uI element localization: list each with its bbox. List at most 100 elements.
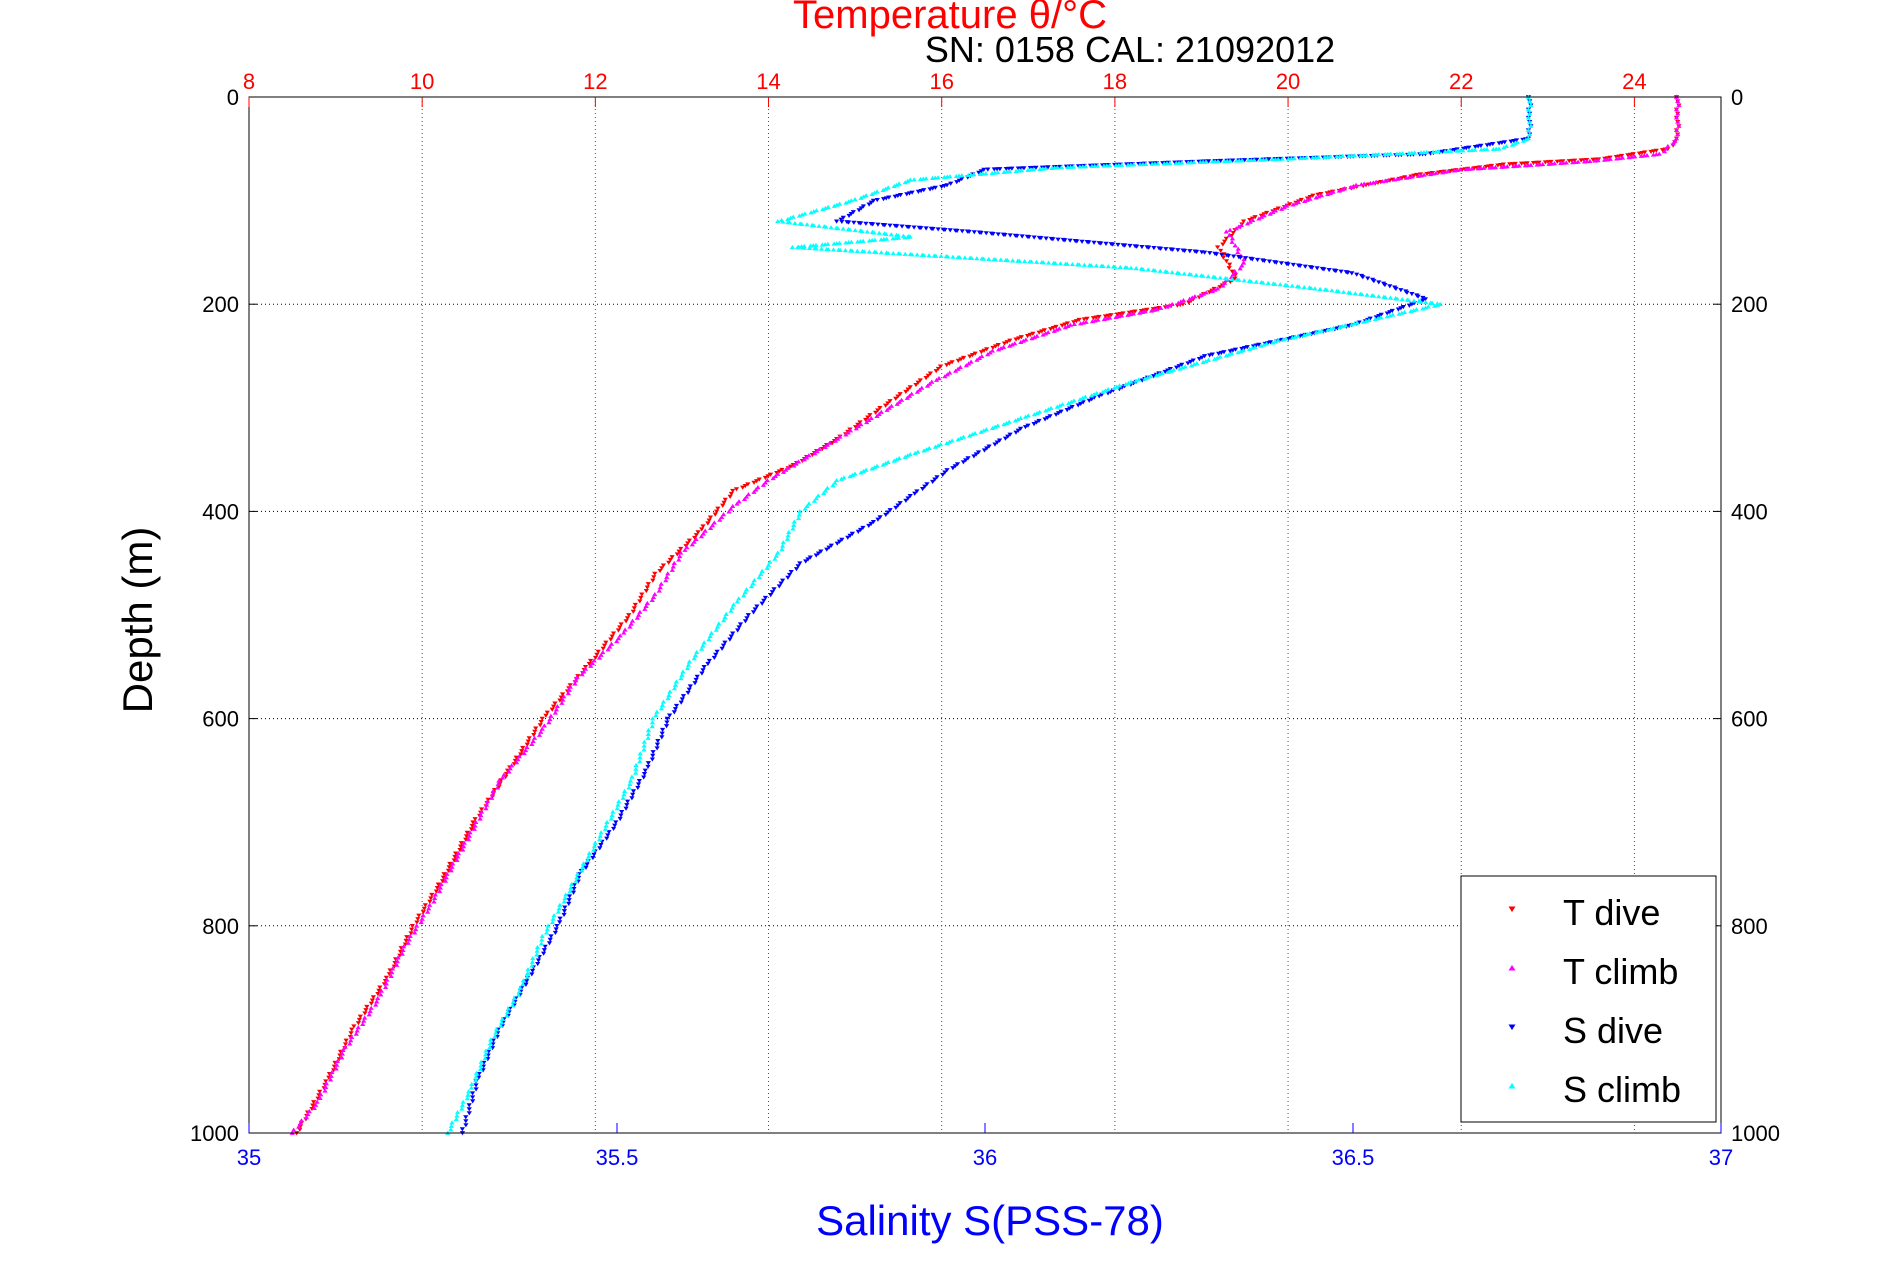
data-point (627, 781, 633, 787)
data-point (563, 892, 569, 897)
data-point (1503, 143, 1509, 149)
data-point (677, 553, 683, 559)
data-point (906, 225, 912, 230)
data-point (1247, 218, 1253, 223)
data-point (553, 707, 559, 712)
data-point (874, 197, 880, 203)
data-point (762, 475, 768, 481)
data-point (699, 646, 705, 651)
data-point (1409, 292, 1415, 297)
data-point (1001, 341, 1008, 346)
data-point (821, 490, 827, 496)
data-point (813, 553, 819, 558)
data-point (1333, 269, 1339, 274)
data-point (783, 467, 789, 472)
data-point (1275, 206, 1281, 211)
data-point (478, 1063, 484, 1068)
data-point (574, 674, 580, 679)
data-point (377, 985, 383, 990)
data-point (574, 875, 580, 880)
data-point (1275, 338, 1281, 343)
data-point (838, 217, 844, 222)
data-point (524, 979, 530, 984)
data-point (361, 1018, 367, 1023)
data-point (1675, 119, 1681, 124)
data-point (437, 885, 444, 890)
data-point (804, 222, 810, 227)
data-point (1507, 162, 1513, 167)
data-point (1018, 415, 1024, 420)
data-point (557, 698, 563, 703)
data-point (1205, 357, 1212, 362)
data-point (1091, 240, 1097, 245)
data-point (1352, 291, 1358, 296)
salinity-axis-title: Salinity S(PSS-78) (816, 1197, 1164, 1244)
data-point (579, 672, 585, 677)
data-point (636, 778, 642, 784)
data-point (1137, 162, 1143, 167)
data-point (775, 550, 781, 555)
data-point (896, 455, 902, 461)
data-point (1177, 366, 1183, 371)
data-point (1673, 107, 1680, 112)
data-point (557, 916, 563, 921)
data-point (298, 1118, 305, 1123)
data-point (1376, 280, 1382, 285)
data-point (1003, 420, 1010, 425)
data-point (478, 809, 485, 814)
data-point (328, 1073, 334, 1078)
data-point (894, 457, 900, 462)
data-point (1390, 312, 1396, 317)
data-point (1351, 321, 1358, 326)
data-point (581, 669, 587, 674)
data-point (1028, 259, 1035, 264)
data-point (538, 941, 545, 946)
data-point (659, 566, 665, 571)
data-point (1187, 296, 1193, 301)
data-point (369, 998, 375, 1003)
data-point (726, 509, 732, 514)
data-point (885, 459, 891, 465)
data-point (1239, 263, 1245, 268)
data-point (614, 638, 620, 644)
data-point (529, 959, 535, 964)
data-point (1024, 334, 1031, 339)
data-point (311, 1105, 317, 1110)
data-point (1100, 389, 1106, 394)
data-point (804, 503, 810, 509)
data-point (1432, 303, 1438, 308)
depth-tick-label-right: 1000 (1731, 1121, 1780, 1146)
data-point (885, 185, 891, 190)
data-point (719, 646, 725, 651)
data-point (1185, 361, 1191, 366)
data-point (1094, 390, 1100, 395)
data-point (1209, 288, 1216, 294)
data-point (1064, 321, 1071, 326)
data-point (883, 461, 889, 466)
data-point (713, 652, 719, 657)
data-point (534, 952, 540, 957)
data-point (634, 615, 640, 620)
data-point (1049, 165, 1055, 170)
data-point (1078, 401, 1084, 406)
data-point (674, 552, 680, 557)
data-point (645, 731, 651, 736)
data-point (841, 475, 847, 480)
data-point (1523, 137, 1529, 142)
data-point (547, 716, 553, 722)
data-point (1124, 265, 1130, 270)
data-point (1336, 188, 1342, 193)
data-point (303, 1115, 310, 1120)
data-point (954, 228, 960, 234)
data-point (1511, 163, 1517, 169)
data-point (1207, 353, 1213, 358)
data-point (432, 892, 439, 897)
data-point (543, 713, 549, 718)
data-point (538, 729, 544, 734)
data-point (297, 1127, 303, 1132)
data-point (645, 761, 651, 766)
data-point (1272, 281, 1278, 286)
data-point (1483, 164, 1489, 170)
data-point (1527, 98, 1533, 103)
data-point (1241, 256, 1247, 262)
